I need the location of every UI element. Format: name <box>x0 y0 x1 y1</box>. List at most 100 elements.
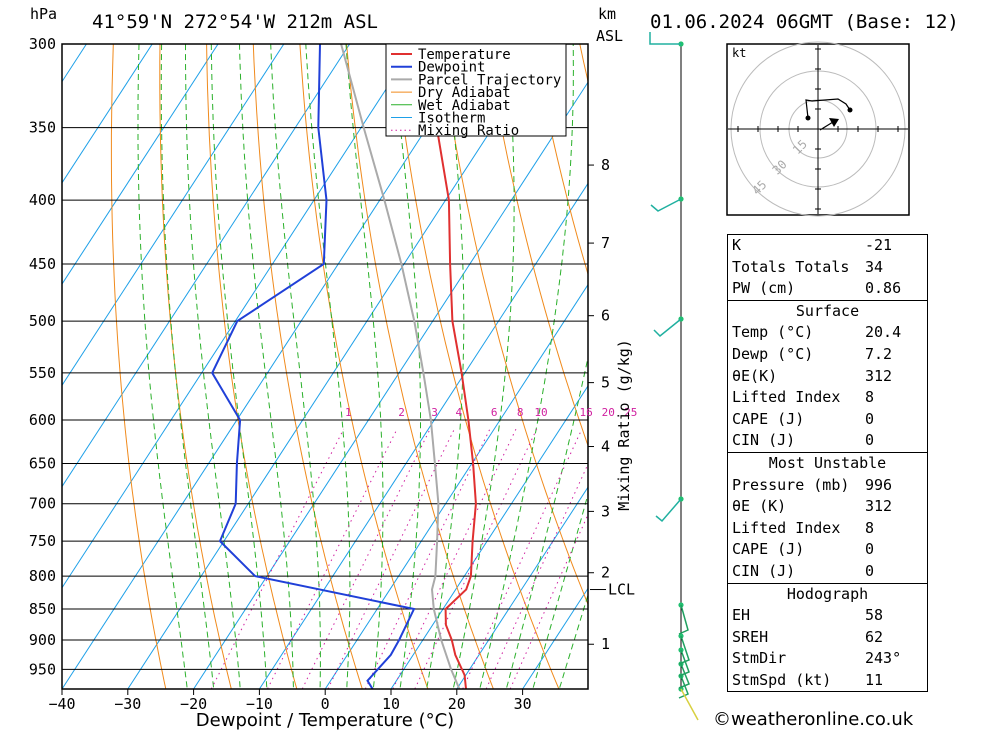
mu-li-value: 8 <box>865 518 875 537</box>
mu-cape-value: 0 <box>865 540 875 559</box>
mixing-ratio-line <box>462 428 583 689</box>
stmdir-label: StmDir <box>732 649 787 668</box>
series-dewpoint <box>211 44 416 689</box>
x-tick-label: −10 <box>246 695 273 713</box>
isotherm-line <box>62 44 416 589</box>
mixing-ratio-line <box>414 428 538 689</box>
sfc-dewp-value: 7.2 <box>865 344 893 363</box>
mixing-ratio-line <box>327 428 455 689</box>
wind-barb <box>678 604 689 635</box>
hodograph-point <box>847 107 853 113</box>
hodo-params-title: Hodograph <box>786 584 869 603</box>
wet-adiabat-line <box>532 492 588 689</box>
dry-adiabat-line <box>206 44 298 689</box>
pressure-tick-label: 650 <box>29 454 56 472</box>
mu-cape-label: CAPE (J) <box>732 540 805 559</box>
wind-barb <box>678 649 690 677</box>
x-tick-label: 0 <box>321 695 330 713</box>
plot-frame <box>61 43 589 690</box>
eh-label: EH <box>732 606 751 625</box>
dry-adiabat-line <box>299 44 429 689</box>
stmspd-value: 11 <box>865 670 884 689</box>
pressure-tick-label: 900 <box>29 631 56 649</box>
pw-value: 0.86 <box>865 279 902 298</box>
wet-adiabat-line <box>270 44 321 689</box>
legend-item: Mixing Ratio <box>418 123 519 139</box>
mu-pres-value: 996 <box>865 475 893 494</box>
lcl-label: LCL <box>608 581 635 599</box>
wind-profile <box>649 32 699 721</box>
mu-cin-label: CIN (J) <box>732 561 796 580</box>
x-tick-label: 10 <box>382 695 400 713</box>
hodograph-trace <box>805 98 851 119</box>
axes: 1 2 3 4 6 8 10 16 20 2530035040045050055060065070… <box>29 35 637 713</box>
km-tick-label: 8 <box>601 156 610 174</box>
km-tick-label: 3 <box>601 502 610 520</box>
hodograph-point <box>805 115 811 121</box>
sfc-li-label: Lifted Index <box>732 388 841 407</box>
dry-adiabat-line <box>439 44 588 606</box>
pressure-tick-label: 600 <box>29 411 56 429</box>
mixing-ratio-axis-label: Mixing Ratio (g/kg) <box>615 339 633 511</box>
surface-wind-line <box>680 688 699 721</box>
mixing-ratio-line <box>267 428 398 689</box>
copyright-footer[interactable]: ©weatheronline.co.uk <box>713 709 914 730</box>
legend-item: Dewpoint <box>418 60 485 76</box>
pw-label: PW (cm) <box>732 279 796 298</box>
mu-pres-label: Pressure (mb) <box>732 475 850 494</box>
km-label: km <box>598 5 616 23</box>
isotherm-line <box>258 182 588 689</box>
pressure-tick-label: 300 <box>29 35 56 53</box>
surface-title: Surface <box>795 301 860 320</box>
wind-barb <box>678 635 690 665</box>
wet-adiabat-line <box>160 44 215 689</box>
dry-adiabat-line <box>110 44 167 689</box>
x-tick-label: 20 <box>448 695 466 713</box>
isotherm-line <box>62 44 153 184</box>
dry-adiabat-line <box>532 44 588 276</box>
mu-li-label: Lifted Index <box>732 518 841 537</box>
mixing-ratio-line <box>509 513 588 689</box>
x-tick-label: 30 <box>514 695 532 713</box>
pressure-tick-label: 750 <box>29 532 56 550</box>
dry-adiabat-line <box>953 44 1000 689</box>
indices-table: K -21 Totals Totals 34 PW (cm) 0.86 Surface… <box>727 234 928 693</box>
series-parcel-trajectory <box>340 44 461 689</box>
legend-item: Parcel Trajectory <box>418 72 561 88</box>
isotherm-line <box>127 44 548 689</box>
dry-adiabat-line <box>346 44 494 689</box>
datetime-title: 01.06.2024 06GMT (Base: 12) <box>650 11 959 33</box>
sfc-dewp-label: Dewp (°C) <box>732 344 814 363</box>
dry-adiabat-line <box>392 44 560 689</box>
legend-box <box>385 43 567 137</box>
wind-barb <box>649 32 681 45</box>
profile-series <box>211 44 477 689</box>
isotherm-line <box>0 44 21 689</box>
km-tick-label: 2 <box>601 564 610 582</box>
mu-title: Most Unstable <box>768 453 887 472</box>
legend-item: Dry Adiabat <box>418 85 511 101</box>
wind-barb <box>653 318 682 338</box>
mixing-ratio-tick-label: 6 <box>491 406 498 419</box>
mu-theta-value: 312 <box>865 497 893 516</box>
km-tick-label: 6 <box>601 307 610 325</box>
mixing-ratio-tick-label: 16 <box>579 406 592 419</box>
wet-adiabat-line <box>479 44 574 689</box>
sfc-temp-value: 20.4 <box>865 323 902 342</box>
legend-item: Wet Adiabat <box>418 98 511 114</box>
legend-item: Isotherm <box>418 111 485 127</box>
mixing-ratio-tick-label: 25 <box>624 406 637 419</box>
storm-motion-arrow <box>819 121 834 131</box>
pressure-tick-label: 400 <box>29 191 56 209</box>
km-tick-label: 1 <box>601 635 610 653</box>
mixing-ratio-line <box>210 428 345 689</box>
k-value: -21 <box>865 236 893 254</box>
pressure-tick-label: 800 <box>29 567 56 585</box>
x-tick-label: −30 <box>114 695 141 713</box>
x-axis-label: Dewpoint / Temperature (°C) <box>196 710 454 731</box>
pressure-tick-label: 950 <box>29 660 56 678</box>
series-temperature <box>430 44 477 689</box>
mixing-ratio-tick-label: 3 <box>431 406 438 419</box>
